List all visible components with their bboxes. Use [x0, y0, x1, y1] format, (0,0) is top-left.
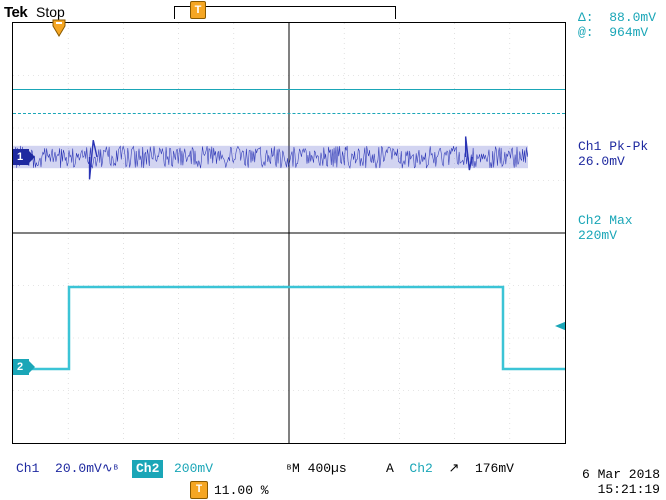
ch1-scale: 20.0mV [55, 461, 102, 476]
ch1-coupling-icon: ∿ [102, 461, 113, 476]
ch2-waveform [13, 23, 565, 443]
ch1-bw-icon: ᴮ [113, 465, 119, 476]
ch1-label: Ch1 [16, 461, 39, 476]
ch2-scale: 200mV [170, 460, 217, 478]
meas-label: Ch1 Pk-Pk [578, 140, 666, 155]
trigger-arrow-icon [49, 18, 69, 38]
pretrigger-badge: T [190, 481, 208, 499]
delta-value: 88.0mV [609, 10, 656, 25]
bottom-readout-bar: Ch1 20.0mV∿ᴮ Ch2 200mV ᴮM 400µs A Ch2 ↗ … [12, 460, 662, 478]
ch2-ground-marker: 2 [12, 359, 29, 375]
at-label: @: [578, 25, 594, 40]
ch2-label: Ch2 [132, 460, 163, 478]
measurement-ch1: Ch1 Pk-Pk 26.0mV [578, 140, 666, 170]
ch1-ground-marker: 1 [12, 149, 29, 165]
delta-label: Δ: [578, 10, 594, 25]
timebase-value: 400µs [308, 461, 347, 476]
date: 6 Mar 2018 [582, 467, 660, 483]
timebase-label: M [292, 461, 300, 476]
trig-a-label: A [386, 461, 394, 476]
trigger-position-badge: T [190, 1, 206, 19]
brand-logo: Tek [4, 4, 27, 21]
at-value: 964mV [609, 25, 648, 40]
trig-source: Ch2 [409, 461, 432, 476]
top-bar: Tek Stop T [4, 4, 564, 22]
trig-edge-icon: ↗ [448, 461, 459, 476]
meas-value: 26.0mV [578, 155, 666, 170]
trig-level: 176mV [475, 461, 514, 476]
time: 15:21:19 [582, 482, 660, 498]
waveform-grid: 1 2 [12, 22, 566, 444]
meas-value: 220mV [578, 229, 666, 244]
meas-label: Ch2 Max [578, 214, 666, 229]
measurement-ch2: Ch2 Max 220mV [578, 214, 666, 244]
trigger-level-marker [553, 319, 566, 333]
datetime-readout: 6 Mar 2018 15:21:19 [582, 467, 660, 498]
pretrigger-readout: T 11.00 % [190, 482, 269, 498]
pretrigger-value: 11.00 % [214, 483, 269, 498]
record-window-bracket [174, 6, 396, 19]
cursor-readout: Δ: 88.0mV @: 964mV [578, 10, 666, 40]
oscilloscope-display: Tek Stop T [4, 4, 564, 444]
